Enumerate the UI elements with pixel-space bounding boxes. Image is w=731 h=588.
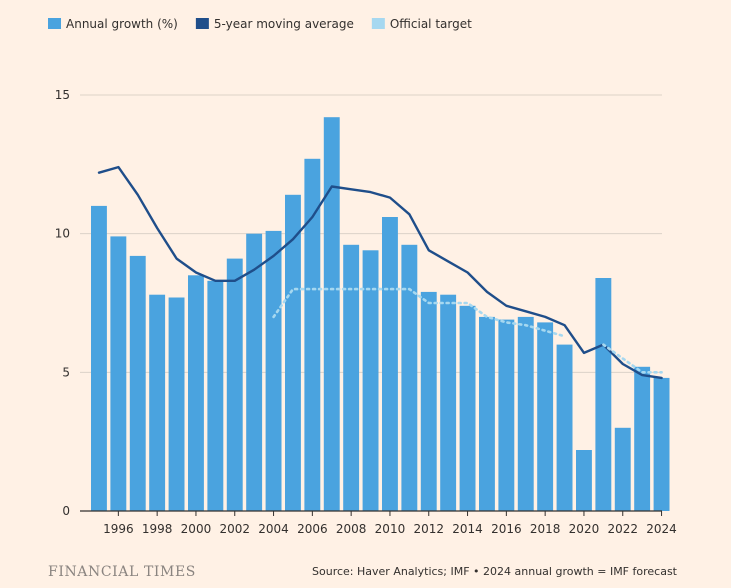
bar-2020 [576,450,592,511]
legend-label: 5-year moving average [214,17,354,31]
x-tick-label: 2014 [452,522,483,536]
x-tick-label: 2016 [491,522,522,536]
bar-1997 [129,255,146,511]
y-tick-label: 15 [55,88,70,102]
bar-2000 [188,275,204,511]
x-tick-label: 2002 [219,522,250,536]
x-tick-label: 2004 [258,522,289,536]
x-tick-label: 2006 [297,522,328,536]
bar-1999 [168,297,185,511]
y-tick-label: 0 [62,504,70,518]
bar-2021 [595,278,612,511]
x-tick-label: 2008 [336,522,367,536]
bar-2023 [634,366,651,511]
y-tick-label: 5 [62,365,70,379]
bar-2011 [401,244,418,512]
bar-1995 [91,205,107,511]
x-tick-label: 2018 [530,522,561,536]
bar-series [91,117,670,512]
legend-swatch [371,18,385,29]
bar-2022 [614,427,631,511]
x-tick-label: 1998 [142,522,173,536]
y-tick-label: 10 [55,227,70,241]
bar-2009 [362,250,379,512]
bar-2014 [459,305,476,511]
bar-2016 [498,319,515,511]
bar-2017 [517,316,534,511]
bar-2015 [479,316,495,511]
bar-2010 [382,217,398,511]
x-tick-label: 2024 [646,522,677,536]
legend: Annual growth (%) 5-year moving average Of… [48,17,472,31]
bar-2005 [285,194,301,512]
legend-swatch [48,18,61,29]
brand-logo-text: FINANCIAL TIMES [48,564,196,580]
official-target-line-1 [272,287,566,338]
bar-2007 [323,117,340,511]
legend-label: Official target [390,17,472,31]
bar-2018 [537,322,554,511]
bar-2001 [207,280,224,511]
source-note: Source: Haver Analytics; IMF • 2024 annu… [312,565,678,578]
bar-2024 [653,377,670,511]
bar-2008 [343,244,360,512]
legend-swatch [195,18,209,29]
x-tick-label: 2012 [413,522,444,536]
x-tick-label: 2022 [607,522,638,536]
bar-2002 [226,258,243,511]
bar-1996 [110,236,127,511]
official-target-line-2 [602,343,663,374]
axes: 0 5 10 15 1996 1998 2000 2002 2004 2006 2008 2010 20… [55,88,677,536]
line-series [97,165,663,380]
x-tick-label: 2010 [375,522,406,536]
bar-1998 [149,294,166,511]
bar-2006 [304,158,321,512]
legend-label: Annual growth (%) [66,17,178,31]
bar-2013 [440,294,457,511]
x-tick-label: 2000 [181,522,212,536]
x-tick-label: 2020 [569,522,600,536]
x-tick-label: 1996 [103,522,134,536]
moving-average-line [97,165,663,380]
bar-2003 [246,233,263,511]
bar-2004 [265,230,282,511]
bar-2019 [556,344,573,511]
bar-2012 [420,291,437,511]
